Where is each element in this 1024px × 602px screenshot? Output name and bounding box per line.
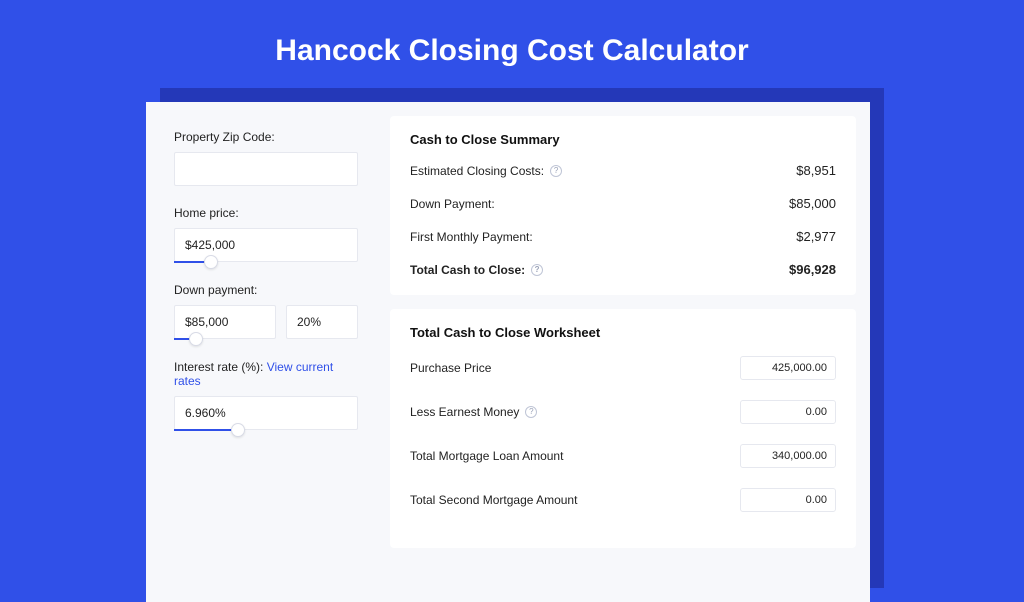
worksheet-title: Total Cash to Close Worksheet xyxy=(410,325,836,340)
down-payment-slider-thumb[interactable] xyxy=(189,332,203,346)
worksheet-row: Total Second Mortgage Amount xyxy=(410,488,836,512)
summary-row-value: $2,977 xyxy=(796,229,836,244)
home-price-input[interactable] xyxy=(174,228,358,262)
summary-row: Total Cash to Close:? $96,928 xyxy=(410,262,836,277)
summary-row: Estimated Closing Costs:? $8,951 xyxy=(410,163,836,178)
down-payment-slider[interactable] xyxy=(174,338,286,340)
interest-slider-thumb[interactable] xyxy=(231,423,245,437)
worksheet-input[interactable] xyxy=(740,444,836,468)
home-price-label: Home price: xyxy=(174,206,358,220)
summary-row-label: Down Payment: xyxy=(410,197,495,211)
zip-input[interactable] xyxy=(174,152,358,186)
home-price-slider[interactable] xyxy=(174,261,358,263)
interest-field-group: Interest rate (%): View current rates xyxy=(174,360,358,431)
worksheet-input[interactable] xyxy=(740,400,836,424)
summary-panel: Cash to Close Summary Estimated Closing … xyxy=(390,116,856,295)
help-icon[interactable]: ? xyxy=(531,264,543,276)
home-price-field-group: Home price: xyxy=(174,206,358,263)
summary-row-label: First Monthly Payment: xyxy=(410,230,533,244)
interest-input[interactable] xyxy=(174,396,358,430)
worksheet-row-label: Total Mortgage Loan Amount xyxy=(410,449,563,463)
worksheet-row: Purchase Price xyxy=(410,356,836,380)
summary-title: Cash to Close Summary xyxy=(410,132,836,147)
summary-row-value: $8,951 xyxy=(796,163,836,178)
worksheet-panel: Total Cash to Close Worksheet Purchase P… xyxy=(390,309,856,548)
down-payment-input[interactable] xyxy=(174,305,276,339)
summary-row-value: $96,928 xyxy=(789,262,836,277)
down-payment-label: Down payment: xyxy=(174,283,358,297)
worksheet-row: Less Earnest Money? xyxy=(410,400,836,424)
interest-label: Interest rate (%): xyxy=(174,360,263,374)
summary-row-value: $85,000 xyxy=(789,196,836,211)
zip-label: Property Zip Code: xyxy=(174,130,358,144)
input-column: Property Zip Code: Home price: Down paym… xyxy=(146,102,378,602)
interest-slider[interactable] xyxy=(174,429,358,431)
results-column: Cash to Close Summary Estimated Closing … xyxy=(378,102,870,602)
home-price-slider-thumb[interactable] xyxy=(204,255,218,269)
down-payment-pct-input[interactable] xyxy=(286,305,358,339)
down-payment-field-group: Down payment: xyxy=(174,283,358,340)
interest-slider-fill xyxy=(174,429,238,431)
worksheet-row: Total Mortgage Loan Amount xyxy=(410,444,836,468)
summary-row-label: Estimated Closing Costs:? xyxy=(410,164,562,178)
worksheet-row-label: Less Earnest Money? xyxy=(410,405,537,419)
worksheet-input[interactable] xyxy=(740,488,836,512)
summary-row: Down Payment: $85,000 xyxy=(410,196,836,211)
summary-row-label: Total Cash to Close:? xyxy=(410,263,543,277)
worksheet-input[interactable] xyxy=(740,356,836,380)
worksheet-row-label: Purchase Price xyxy=(410,361,491,375)
page-title: Hancock Closing Cost Calculator xyxy=(0,0,1024,68)
calculator-card: Property Zip Code: Home price: Down paym… xyxy=(146,102,870,602)
help-icon[interactable]: ? xyxy=(525,406,537,418)
worksheet-row-label: Total Second Mortgage Amount xyxy=(410,493,577,507)
help-icon[interactable]: ? xyxy=(550,165,562,177)
interest-label-row: Interest rate (%): View current rates xyxy=(174,360,358,388)
zip-field-group: Property Zip Code: xyxy=(174,130,358,186)
summary-row: First Monthly Payment: $2,977 xyxy=(410,229,836,244)
